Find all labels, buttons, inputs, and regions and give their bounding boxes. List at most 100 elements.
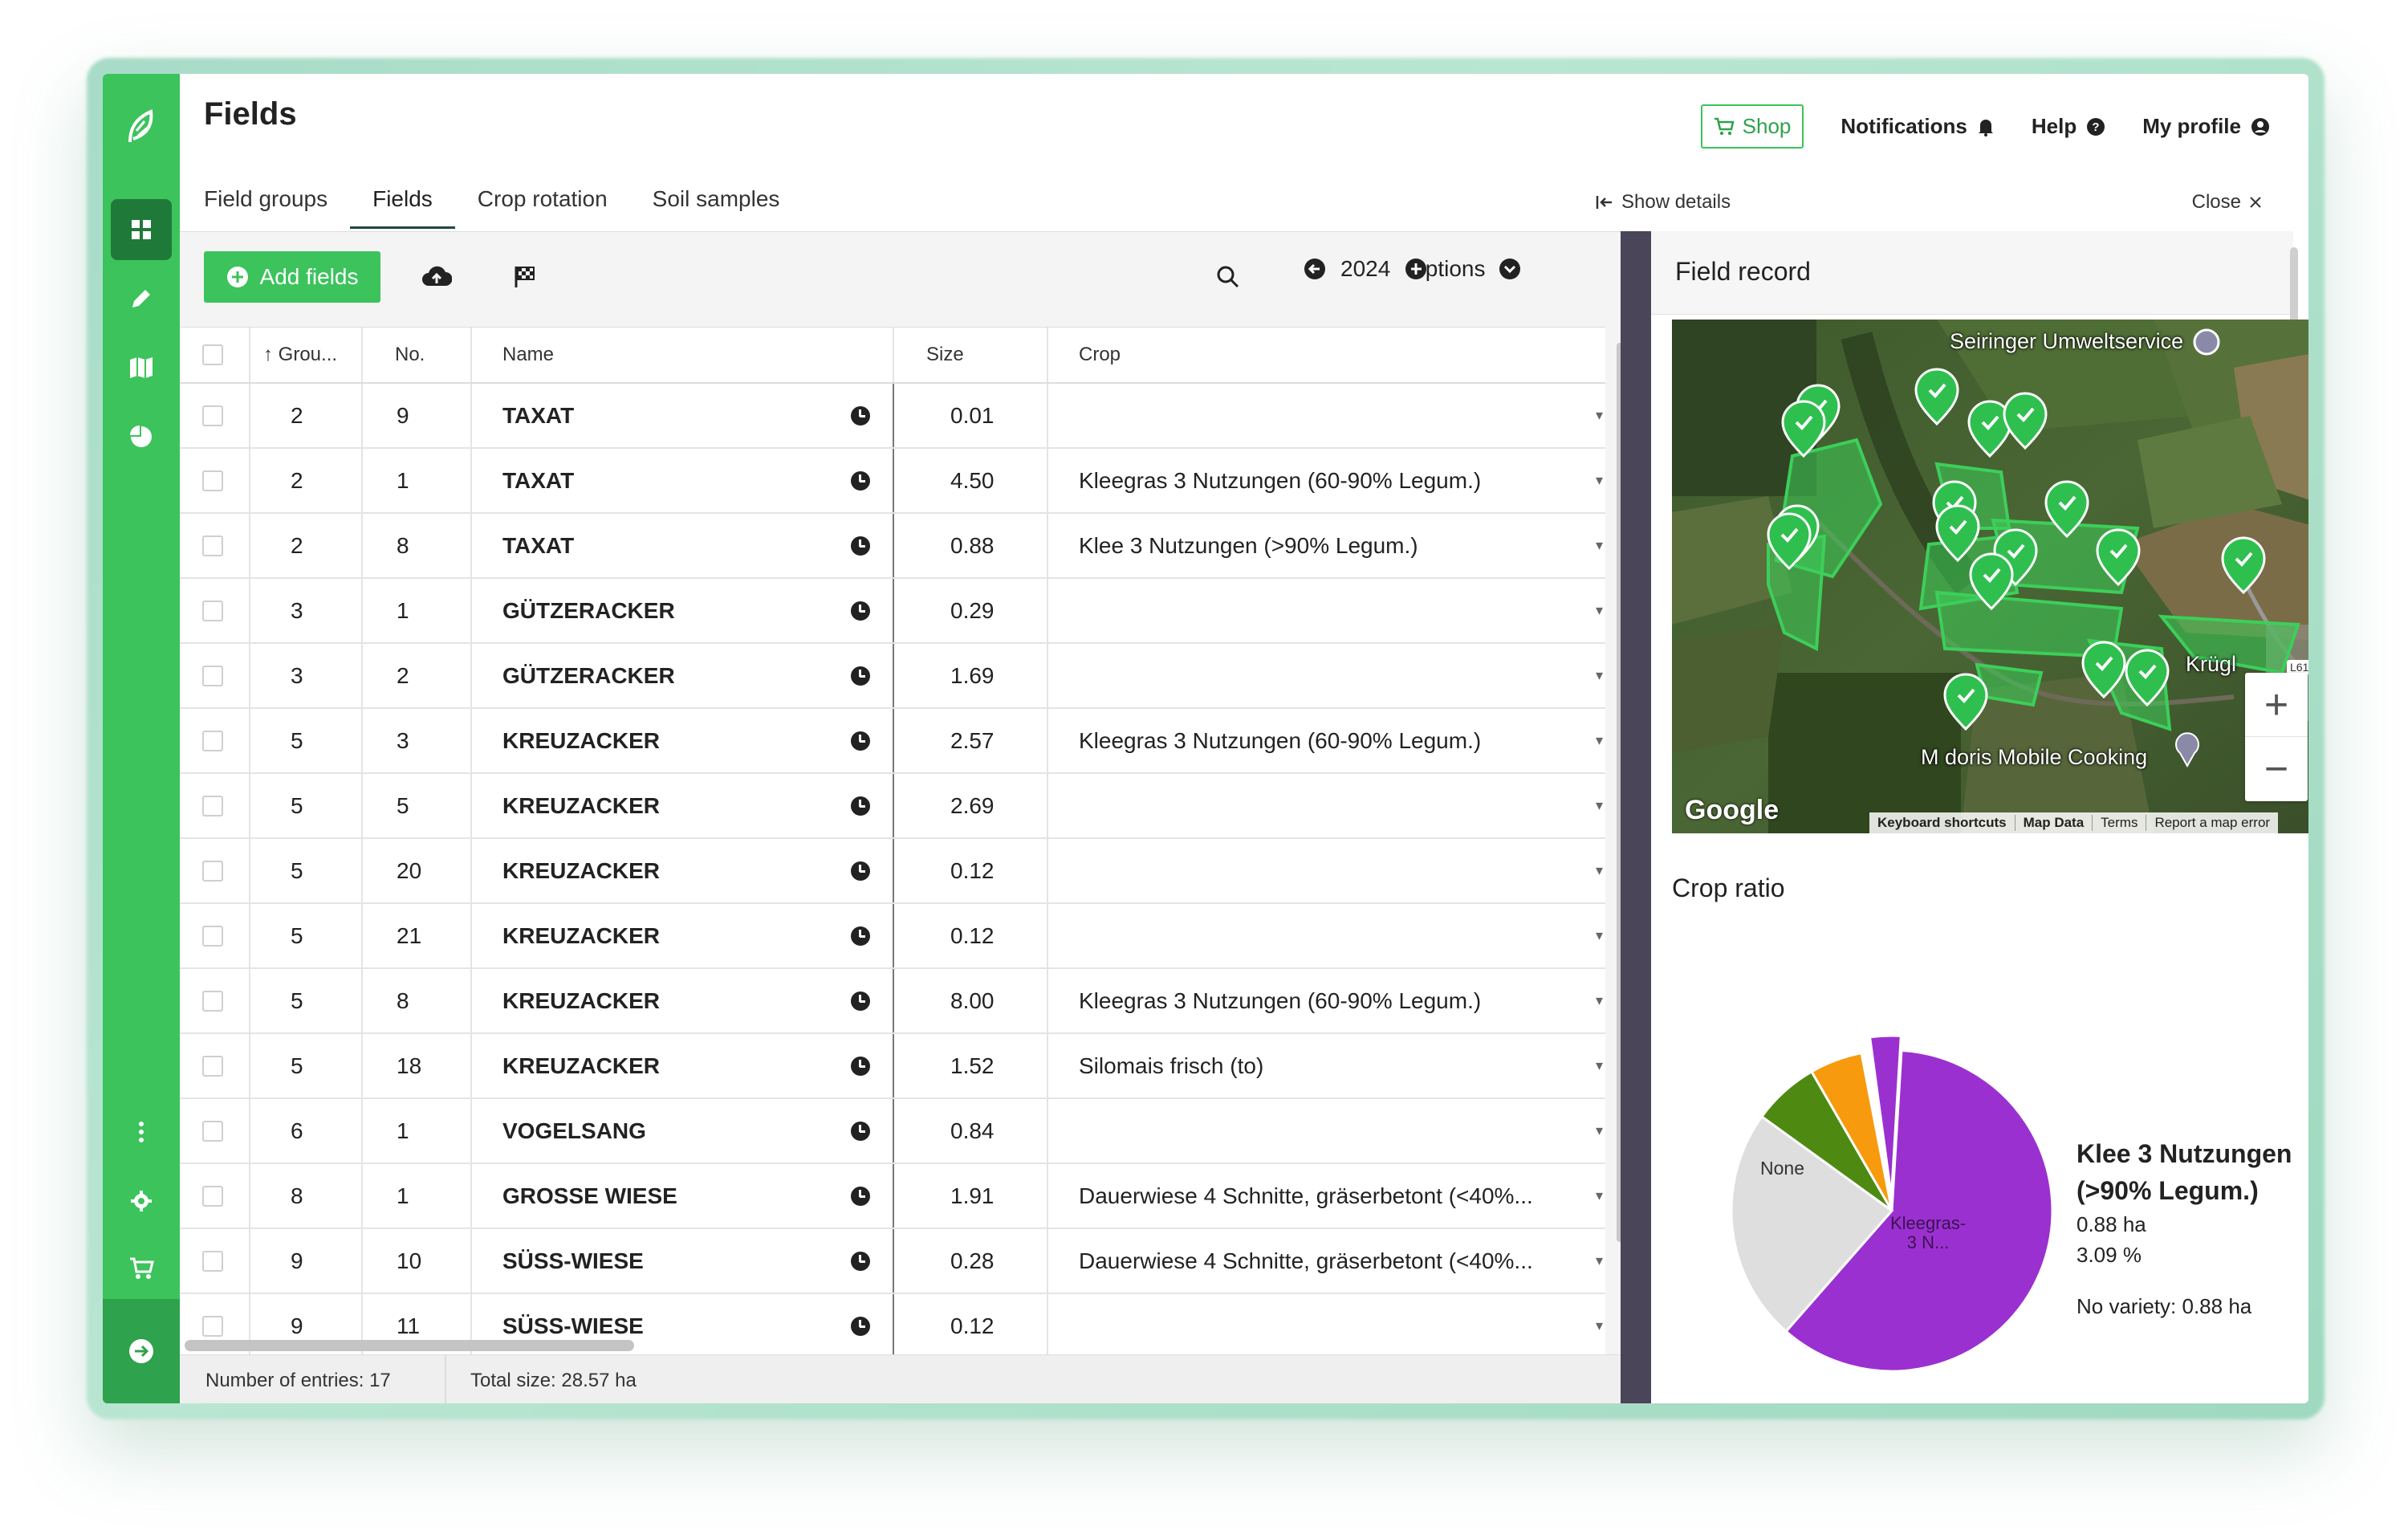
crop-dropdown-caret-icon[interactable]: ▾: [1596, 407, 1604, 423]
table-horizontal-scrollbar[interactable]: [185, 1340, 634, 1351]
crop-dropdown-caret-icon[interactable]: ▾: [1596, 1122, 1604, 1138]
cell-name[interactable]: TAXAT: [502, 402, 575, 428]
map-data-link[interactable]: Map Data: [2014, 815, 2093, 831]
map-icon[interactable]: [111, 337, 172, 398]
close-panel-link[interactable]: Close: [2192, 191, 2262, 214]
pie-slice[interactable]: [1860, 1050, 1893, 1211]
history-clock-icon[interactable]: [851, 839, 870, 902]
satellite-map[interactable]: Seiringer Umweltservice Krügl M doris Mo…: [1672, 320, 2308, 833]
crop-dropdown-caret-icon[interactable]: ▾: [1596, 537, 1604, 553]
row-checkbox[interactable]: [202, 449, 223, 512]
history-clock-icon[interactable]: [851, 384, 870, 447]
app-logo-icon[interactable]: [119, 90, 164, 162]
previous-year-icon[interactable]: [1304, 258, 1326, 280]
pie-slice[interactable]: [1784, 1048, 2054, 1373]
tab-soil-samples[interactable]: Soil samples: [652, 186, 780, 211]
cell-crop[interactable]: Dauerwiese 4 Schnitte, gräserbetont (<40…: [1079, 1248, 1533, 1273]
table-row[interactable]: 5 3 KREUZACKER 2.57 Kleegras 3 Nutzungen…: [180, 709, 1605, 774]
add-fields-button[interactable]: Add fields: [204, 251, 380, 303]
history-clock-icon[interactable]: [851, 514, 870, 577]
pie-slice[interactable]: [1730, 1114, 1894, 1334]
cloud-upload-icon[interactable]: [421, 261, 453, 293]
history-clock-icon[interactable]: [851, 449, 870, 512]
cell-name[interactable]: SÜSS-WIESE: [502, 1313, 644, 1338]
notifications-link[interactable]: Notifications: [1841, 114, 1994, 139]
zoom-out-button[interactable]: −: [2264, 746, 2289, 792]
crop-dropdown-caret-icon[interactable]: ▾: [1596, 1187, 1604, 1203]
table-row[interactable]: 5 5 KREUZACKER 2.69 ▾: [180, 774, 1605, 839]
table-row[interactable]: 8 1 GROSSE WIESE 1.91 Dauerwiese 4 Schni…: [180, 1164, 1605, 1229]
history-clock-icon[interactable]: [851, 1164, 870, 1228]
row-checkbox[interactable]: [202, 384, 223, 447]
tab-crop-rotation[interactable]: Crop rotation: [477, 186, 608, 211]
more-menu-icon[interactable]: [111, 1101, 172, 1163]
table-row[interactable]: 9 10 SÜSS-WIESE 0.28 Dauerwiese 4 Schnit…: [180, 1229, 1605, 1294]
crop-dropdown-caret-icon[interactable]: ▾: [1596, 667, 1604, 683]
add-year-icon[interactable]: [1405, 258, 1427, 280]
table-row[interactable]: 9 11 SÜSS-WIESE 0.12 ▾: [180, 1294, 1605, 1354]
header-group[interactable]: ↑ Grou...: [263, 344, 338, 365]
dashboard-icon[interactable]: [111, 199, 172, 260]
table-row[interactable]: 2 1 TAXAT 4.50 Kleegras 3 Nutzungen (60-…: [180, 449, 1605, 514]
cell-name[interactable]: KREUZACKER: [502, 857, 660, 883]
select-all-checkbox[interactable]: [202, 328, 223, 382]
table-row[interactable]: 2 8 TAXAT 0.88 Klee 3 Nutzungen (>90% Le…: [180, 514, 1605, 579]
header-crop[interactable]: Crop: [1079, 344, 1121, 365]
cell-name[interactable]: SÜSS-WIESE: [502, 1248, 644, 1273]
cell-crop[interactable]: Dauerwiese 4 Schnitte, gräserbetont (<40…: [1079, 1183, 1533, 1208]
cell-name[interactable]: GÜTZERACKER: [502, 597, 675, 623]
row-checkbox[interactable]: [202, 1229, 223, 1293]
crop-dropdown-caret-icon[interactable]: ▾: [1596, 1252, 1604, 1268]
table-vertical-scrollbar[interactable]: [1617, 343, 1623, 1242]
my-profile-link[interactable]: My profile: [2142, 114, 2270, 139]
shop-button[interactable]: Shop: [1700, 104, 1804, 149]
history-clock-icon[interactable]: [851, 969, 870, 1032]
zoom-in-button[interactable]: +: [2245, 673, 2308, 737]
cell-name[interactable]: KREUZACKER: [502, 727, 660, 753]
cell-name[interactable]: GROSSE WIESE: [502, 1183, 677, 1208]
options-dropdown[interactable]: Options: [1408, 256, 1521, 282]
cart-icon[interactable]: [111, 1238, 172, 1299]
row-checkbox[interactable]: [202, 969, 223, 1032]
history-clock-icon[interactable]: [851, 1034, 870, 1097]
crop-dropdown-caret-icon[interactable]: ▾: [1596, 862, 1604, 878]
row-checkbox[interactable]: [202, 1164, 223, 1228]
tab-fields[interactable]: Fields: [350, 186, 455, 229]
settings-gear-icon[interactable]: [111, 1171, 172, 1232]
cell-crop[interactable]: Kleegras 3 Nutzungen (60-90% Legum.): [1079, 727, 1482, 753]
history-clock-icon[interactable]: [851, 579, 870, 642]
row-checkbox[interactable]: [202, 1034, 223, 1097]
cell-name[interactable]: TAXAT: [502, 467, 575, 493]
crop-dropdown-caret-icon[interactable]: ▾: [1596, 472, 1604, 488]
row-checkbox[interactable]: [202, 1099, 223, 1163]
cell-name[interactable]: KREUZACKER: [502, 987, 660, 1013]
header-size[interactable]: Size: [926, 344, 964, 365]
history-clock-icon[interactable]: [851, 774, 870, 837]
search-icon[interactable]: [1212, 261, 1244, 293]
history-clock-icon[interactable]: [851, 1099, 870, 1163]
header-no[interactable]: No.: [395, 344, 425, 365]
table-row[interactable]: 3 1 GÜTZERACKER 0.29 ▾: [180, 579, 1605, 644]
header-name[interactable]: Name: [502, 344, 555, 365]
cell-name[interactable]: VOGELSANG: [502, 1118, 646, 1143]
cell-crop[interactable]: Kleegras 3 Nutzungen (60-90% Legum.): [1079, 467, 1482, 493]
show-details-link[interactable]: Show details: [1596, 191, 1731, 214]
cell-name[interactable]: KREUZACKER: [502, 1053, 660, 1078]
row-checkbox[interactable]: [202, 904, 223, 967]
crop-dropdown-caret-icon[interactable]: ▾: [1596, 1057, 1604, 1073]
history-clock-icon[interactable]: [851, 1294, 870, 1354]
cell-name[interactable]: KREUZACKER: [502, 792, 660, 818]
cell-name[interactable]: KREUZACKER: [502, 922, 660, 948]
table-row[interactable]: 2 9 TAXAT 0.01 ▾: [180, 384, 1605, 449]
checkered-flag-icon[interactable]: [509, 261, 541, 293]
history-clock-icon[interactable]: [851, 1229, 870, 1293]
help-link[interactable]: Help ?: [2032, 114, 2105, 139]
crop-dropdown-caret-icon[interactable]: ▾: [1596, 797, 1604, 813]
pencil-icon[interactable]: [111, 268, 172, 329]
cell-name[interactable]: TAXAT: [502, 532, 575, 558]
crop-dropdown-caret-icon[interactable]: ▾: [1596, 732, 1604, 748]
row-checkbox[interactable]: [202, 644, 223, 707]
crop-dropdown-caret-icon[interactable]: ▾: [1596, 927, 1604, 943]
crop-dropdown-caret-icon[interactable]: ▾: [1596, 602, 1604, 618]
table-row[interactable]: 3 2 GÜTZERACKER 1.69 ▾: [180, 644, 1605, 709]
